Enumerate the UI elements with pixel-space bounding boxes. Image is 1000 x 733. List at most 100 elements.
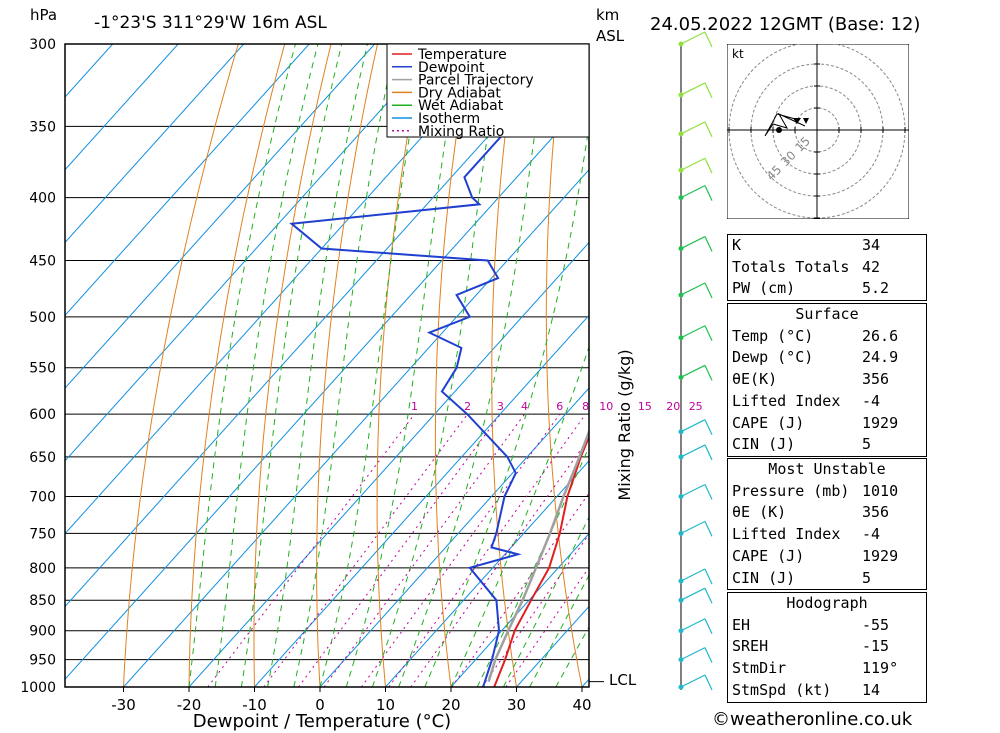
wind-barb-flag xyxy=(704,618,713,634)
series-dewpoint xyxy=(289,44,522,687)
wind-barb-flag xyxy=(704,236,713,252)
table-row: θE(K) 356 xyxy=(728,369,926,391)
mixing-ratio-line xyxy=(263,413,468,687)
dry-adiabat xyxy=(376,44,425,687)
storm-motion-marker xyxy=(803,118,809,124)
legend-entry: Temperature xyxy=(417,47,507,63)
table-row: StmSpd (kt) 14 xyxy=(728,680,926,702)
legend-box xyxy=(386,43,590,138)
row-label: Temp (°C) xyxy=(732,326,814,345)
pressure-tick-label: 750 xyxy=(29,526,56,542)
hodograph-stats-title: Hodograph xyxy=(786,594,868,612)
row-value: 5.2 xyxy=(862,279,890,298)
wind-barb-flag xyxy=(704,568,713,585)
row-value: 26.6 xyxy=(862,326,899,345)
hodograph-point xyxy=(776,127,782,133)
wind-barb-shaft xyxy=(680,282,706,296)
row-value: 42 xyxy=(862,257,881,276)
x-tick-label: 20 xyxy=(441,696,460,714)
series-parcel-trajectory xyxy=(487,428,589,682)
location-title: -1°23'S 311°29'W 16m ASL xyxy=(94,13,327,33)
mixing-ratio-line xyxy=(298,413,501,687)
dry-adiabat xyxy=(434,44,471,687)
pressure-tick-label: 1000 xyxy=(20,680,56,696)
table-row: Totals Totals 42 xyxy=(728,257,926,279)
row-label: Pressure (mb) xyxy=(732,481,850,500)
wind-barb-flag xyxy=(704,82,713,99)
wind-barb-flag xyxy=(704,185,713,201)
wind-barb-flag xyxy=(704,282,713,299)
pressure-tick-label: 650 xyxy=(29,450,56,466)
isotherm-line xyxy=(319,387,589,687)
pressure-tick-label: 800 xyxy=(29,561,56,577)
pressure-unit-label: hPa xyxy=(30,6,57,24)
wind-barb-shaft xyxy=(680,325,706,339)
dry-adiabat xyxy=(123,44,239,687)
table-row: PW (cm) 5.2 xyxy=(728,278,926,300)
isotherm-line xyxy=(65,44,114,98)
wet-adiabat xyxy=(240,44,343,687)
wind-barb-flag xyxy=(704,121,713,138)
wind-barb-flag xyxy=(704,325,713,342)
wet-adiabat xyxy=(424,122,589,687)
dry-adiabat xyxy=(981,44,1000,687)
table-row: EH -55 xyxy=(728,615,926,637)
row-value: 356 xyxy=(862,503,890,522)
row-value: 14 xyxy=(862,680,881,699)
row-value: 24.9 xyxy=(862,348,899,367)
wet-adiabat xyxy=(319,44,427,687)
row-label: Totals Totals xyxy=(732,257,850,276)
mixing-ratio-label: 1 xyxy=(411,400,418,413)
isotherm-line xyxy=(188,241,589,687)
table-row: StmDir 119° xyxy=(728,658,926,680)
mixing-ratio-label: 8 xyxy=(582,400,589,413)
wind-barb-flag xyxy=(704,484,713,500)
mixing-ratio-label: 15 xyxy=(638,400,652,413)
row-label: PW (cm) xyxy=(732,279,796,298)
wind-barb-flag xyxy=(704,647,713,663)
plot-frame xyxy=(64,43,590,688)
row-label: StmSpd (kt) xyxy=(732,680,832,699)
most-unstable-table: Most Unstable Pressure (mb) 1010 θE (K) 356… xyxy=(727,458,927,591)
isotherm-line xyxy=(65,44,507,535)
row-label: CIN (J) xyxy=(732,568,796,587)
isotherm-line xyxy=(65,96,589,680)
pressure-tick-label: 550 xyxy=(29,361,56,377)
table-row: CIN (J) 5 xyxy=(728,434,926,456)
pressure-tick-label: 500 xyxy=(29,310,56,326)
row-label: EH xyxy=(732,615,751,634)
mixing-ratio-label: 10 xyxy=(599,400,613,413)
row-value: 1010 xyxy=(862,481,899,500)
row-value: 34 xyxy=(862,236,881,254)
table-row: SREH -15 xyxy=(728,636,926,658)
row-label: StmDir xyxy=(732,659,787,678)
row-label: CAPE (J) xyxy=(732,546,805,565)
legend-entry: Mixing Ratio xyxy=(418,124,504,140)
wind-barb-shaft xyxy=(680,419,706,433)
wind-barb-shaft xyxy=(680,444,706,458)
mixing-ratio-line xyxy=(451,492,589,687)
hodograph-stats-table: Hodograph EH -55 SREH -15 StmDir 119° StmSpd (… xyxy=(727,592,927,703)
pressure-tick-label: 900 xyxy=(29,624,56,640)
row-label: Lifted Index xyxy=(732,391,841,410)
row-label: CIN (J) xyxy=(732,435,796,454)
x-axis-label: Dewpoint / Temperature (°C) xyxy=(193,711,451,732)
height-unit-km: km xyxy=(596,6,619,24)
row-label: θE(K) xyxy=(732,370,778,389)
table-row: K 34 xyxy=(728,235,926,257)
copyright-footer[interactable]: ©weatheronline.co.uk xyxy=(712,709,913,730)
isotherm-line xyxy=(65,44,245,244)
wind-barb-flag xyxy=(704,31,713,48)
wind-barb-shaft xyxy=(680,157,706,171)
storm-motion-marker xyxy=(793,118,801,124)
x-tick-label: -10 xyxy=(242,696,267,714)
pressure-tick-label: 350 xyxy=(29,119,56,135)
hodograph-unit-label: kt xyxy=(732,47,744,61)
table-row: Pressure (mb) 1010 xyxy=(728,481,926,503)
x-tick-label: 30 xyxy=(507,696,526,714)
isotherm-line xyxy=(450,532,589,687)
x-tick-label: 10 xyxy=(376,696,395,714)
mixing-ratio-axis-label: Mixing Ratio (g/kg) xyxy=(615,349,634,500)
wind-barb-flag xyxy=(704,365,713,381)
